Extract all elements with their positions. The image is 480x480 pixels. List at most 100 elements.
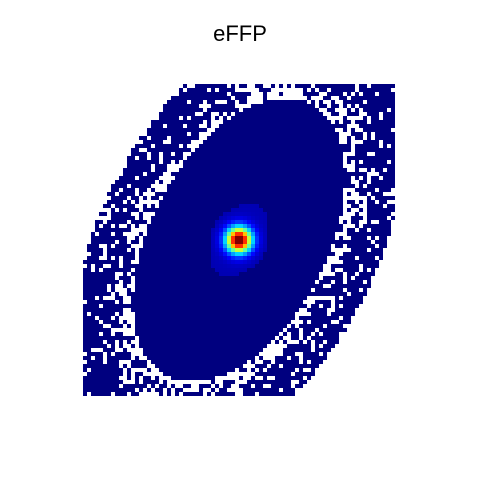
heatmap-cell bbox=[151, 304, 155, 308]
heatmap-cell bbox=[239, 312, 243, 316]
heatmap-cell bbox=[287, 232, 291, 236]
heatmap-cell bbox=[243, 132, 247, 136]
heatmap-cell bbox=[251, 292, 255, 296]
heatmap-cell bbox=[163, 152, 167, 156]
heatmap-cell bbox=[175, 328, 179, 332]
heatmap-cell bbox=[159, 136, 163, 140]
heatmap-cell bbox=[171, 276, 175, 280]
heatmap-cell bbox=[375, 132, 379, 136]
heatmap-cell bbox=[231, 292, 235, 296]
heatmap-cell bbox=[147, 376, 151, 380]
heatmap-cell bbox=[283, 308, 287, 312]
heatmap-cell bbox=[387, 152, 391, 156]
heatmap-cell bbox=[315, 128, 319, 132]
heatmap-cell bbox=[163, 356, 167, 360]
heatmap-cell bbox=[167, 144, 171, 148]
heatmap-cell bbox=[183, 228, 187, 232]
heatmap-cell bbox=[143, 168, 147, 172]
heatmap-cell bbox=[267, 264, 271, 268]
heatmap-cell bbox=[335, 172, 339, 176]
heatmap-cell bbox=[339, 172, 343, 176]
heatmap-cell bbox=[299, 100, 303, 104]
heatmap-cell bbox=[331, 264, 335, 268]
heatmap-cell bbox=[259, 112, 263, 116]
heatmap-cell bbox=[379, 216, 383, 220]
heatmap-cell bbox=[291, 196, 295, 200]
heatmap-cell bbox=[195, 296, 199, 300]
heatmap-cell bbox=[291, 104, 295, 108]
heatmap-cell bbox=[239, 144, 243, 148]
heatmap-cell bbox=[263, 332, 267, 336]
heatmap-cell bbox=[311, 312, 315, 316]
heatmap-cell bbox=[87, 292, 91, 296]
heatmap-cell bbox=[267, 132, 271, 136]
heatmap-cell bbox=[347, 240, 351, 244]
heatmap-cell bbox=[259, 224, 263, 228]
heatmap-cell bbox=[223, 324, 227, 328]
heatmap-cell bbox=[303, 256, 307, 260]
heatmap-cell bbox=[255, 268, 259, 272]
heatmap-cell bbox=[347, 140, 351, 144]
heatmap-cell bbox=[91, 240, 95, 244]
heatmap-cell bbox=[379, 184, 383, 188]
heatmap-cell bbox=[127, 200, 131, 204]
heatmap-cell bbox=[159, 328, 163, 332]
heatmap-cell bbox=[347, 172, 351, 176]
heatmap-cell bbox=[207, 320, 211, 324]
heatmap-cell bbox=[135, 272, 139, 276]
heatmap-cell bbox=[147, 332, 151, 336]
heatmap-cell bbox=[311, 148, 315, 152]
heatmap-cell bbox=[327, 340, 331, 344]
heatmap-cell bbox=[91, 308, 95, 312]
heatmap-cell bbox=[171, 328, 175, 332]
heatmap-cell bbox=[267, 204, 271, 208]
heatmap-cell bbox=[203, 192, 207, 196]
heatmap-cell bbox=[151, 248, 155, 252]
heatmap-cell bbox=[251, 116, 255, 120]
heatmap-cell bbox=[147, 132, 151, 136]
heatmap-cell bbox=[251, 324, 255, 328]
heatmap-cell bbox=[239, 272, 243, 276]
heatmap-cell bbox=[387, 212, 391, 216]
heatmap-cell bbox=[327, 304, 331, 308]
heatmap-cell bbox=[211, 96, 215, 100]
heatmap-cell bbox=[195, 180, 199, 184]
heatmap-cell bbox=[171, 244, 175, 248]
heatmap-cell bbox=[315, 136, 319, 140]
heatmap-cell bbox=[231, 116, 235, 120]
heatmap-cell bbox=[99, 288, 103, 292]
heatmap-cell bbox=[235, 272, 239, 276]
heatmap-cell bbox=[199, 220, 203, 224]
heatmap-cell bbox=[255, 224, 259, 228]
heatmap-cell bbox=[263, 256, 267, 260]
heatmap-cell bbox=[247, 388, 251, 392]
heatmap-cell bbox=[195, 224, 199, 228]
heatmap-cell bbox=[335, 188, 339, 192]
heatmap-cell bbox=[203, 356, 207, 360]
heatmap-cell bbox=[123, 188, 127, 192]
heatmap-cell bbox=[247, 384, 251, 388]
heatmap-cell bbox=[163, 316, 167, 320]
heatmap-cell bbox=[215, 384, 219, 388]
heatmap-cell bbox=[335, 104, 339, 108]
heatmap-cell bbox=[327, 248, 331, 252]
heatmap-cell bbox=[307, 376, 311, 380]
heatmap-cell bbox=[299, 376, 303, 380]
heatmap-cell bbox=[87, 316, 91, 320]
heatmap-cell bbox=[335, 324, 339, 328]
heatmap-cell bbox=[155, 216, 159, 220]
heatmap-cell bbox=[83, 384, 87, 388]
heatmap-cell bbox=[119, 176, 123, 180]
heatmap-cell bbox=[355, 232, 359, 236]
heatmap-cell bbox=[271, 120, 275, 124]
heatmap-cell bbox=[171, 116, 175, 120]
heatmap-cell bbox=[271, 176, 275, 180]
heatmap-cell bbox=[239, 300, 243, 304]
heatmap-cell bbox=[275, 264, 279, 268]
heatmap-cell bbox=[135, 184, 139, 188]
heatmap-cell bbox=[331, 328, 335, 332]
heatmap-cell bbox=[263, 212, 267, 216]
heatmap-cell bbox=[195, 268, 199, 272]
heatmap-cell bbox=[267, 188, 271, 192]
heatmap-cell bbox=[227, 300, 231, 304]
